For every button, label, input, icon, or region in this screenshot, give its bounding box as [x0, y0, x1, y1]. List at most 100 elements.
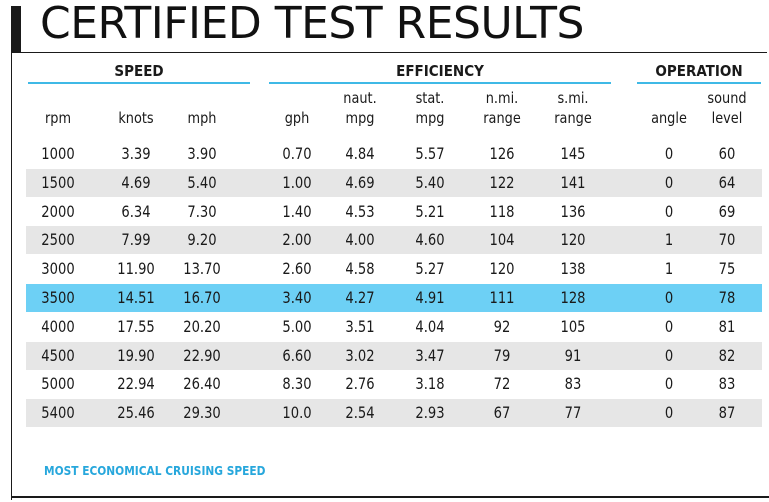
table-row: 3000 11.90 13.70 2.60 4.58 5.27 120 138 1 75	[26, 255, 762, 283]
table-cell: 4.69	[121, 172, 151, 192]
table-cell: 2.93	[415, 403, 445, 423]
table-row: 4500 19.90 22.90 6.60 3.02 3.47 79 91 0 82	[26, 341, 762, 370]
table-cell: 83	[564, 374, 582, 394]
column-header-line1: s.mi.	[557, 89, 589, 107]
table-cell: 5.40	[415, 172, 445, 192]
table-row-highlighted: 3500 14.51 16.70 3.40 4.27 4.91 111 128 0 78	[26, 284, 762, 312]
table-cell: 4.00	[345, 230, 375, 250]
table-cell: 4.69	[345, 172, 375, 192]
column-header: level	[711, 109, 743, 127]
table-cell: 122	[489, 172, 515, 192]
table-cell: 4.84	[345, 144, 375, 163]
table-cell: 118	[489, 201, 515, 221]
table-cell: 2.76	[345, 374, 375, 394]
table-cell: 111	[489, 288, 515, 307]
table-cell: 128	[560, 288, 586, 307]
table-cell: 7.30	[187, 201, 217, 221]
table-cell: 0	[664, 403, 674, 423]
table-cell: 4.58	[345, 259, 375, 279]
table-cell: 22.90	[183, 345, 221, 365]
table-cell: 126	[489, 144, 515, 163]
table-cell: 70	[718, 230, 736, 250]
table-row: 2000 6.34 7.30 1.40 4.53 5.21 118 136 0 69	[26, 198, 762, 226]
column-header-line1: naut.	[343, 89, 377, 107]
title-accent-bar	[11, 6, 21, 52]
table-cell: 0.70	[282, 144, 312, 163]
table-cell: 19.90	[117, 345, 155, 365]
column-header: mpg	[415, 109, 445, 127]
table-cell: 22.94	[117, 374, 155, 394]
column-header: mpg	[345, 109, 375, 127]
table-cell: 4.27	[345, 288, 375, 307]
table-cell: 79	[493, 345, 511, 365]
table-cell: 4000	[41, 316, 75, 336]
table-cell: 1.40	[282, 201, 312, 221]
table-cell: 3.90	[187, 144, 217, 163]
table-cell: 6.34	[121, 201, 151, 221]
table-cell: 77	[564, 403, 582, 423]
group-header-efficiency: EFFICIENCY	[269, 62, 611, 84]
page-title: CERTIFIED TEST RESULTS	[40, 0, 584, 49]
table-cell: 13.70	[183, 259, 221, 279]
column-header-line1: stat.	[415, 89, 445, 107]
group-header-operation: OPERATION	[637, 62, 761, 84]
table-row: 5000 22.94 26.40 8.30 2.76 3.18 72 83 0 83	[26, 370, 762, 398]
table-cell: 5400	[41, 403, 75, 423]
table-row: 5400 25.46 29.30 10.0 2.54 2.93 67 77 0 87	[26, 399, 762, 428]
table-cell: 4500	[41, 345, 75, 365]
table-cell: 75	[718, 259, 736, 279]
table-cell: 82	[718, 345, 736, 365]
table-cell: 1.00	[282, 172, 312, 192]
table-cell: 136	[560, 201, 586, 221]
table-cell: 64	[718, 172, 736, 192]
table-cell: 87	[718, 403, 736, 423]
table-cell: 0	[664, 172, 674, 192]
table-cell: 17.55	[117, 316, 155, 336]
table-cell: 3.47	[415, 345, 445, 365]
table-cell: 2500	[41, 230, 75, 250]
table-cell: 69	[718, 201, 736, 221]
table-cell: 4.60	[415, 230, 445, 250]
table-cell: 5.27	[415, 259, 445, 279]
table-cell: 20.20	[183, 316, 221, 336]
column-header: angle	[651, 109, 687, 127]
table-cell: 1	[664, 259, 674, 279]
table-cell: 145	[560, 144, 586, 163]
table-cell: 4.91	[415, 288, 445, 307]
table-cell: 3.39	[121, 144, 151, 163]
table-frame-bottom-rule	[11, 496, 769, 498]
table-cell: 92	[493, 316, 511, 336]
table-cell: 105	[560, 316, 586, 336]
column-header: range	[483, 109, 521, 127]
table-cell: 5.21	[415, 201, 445, 221]
table-frame	[11, 52, 767, 500]
table-cell: 0	[664, 374, 674, 394]
table-cell: 104	[489, 230, 515, 250]
table-cell: 0	[664, 144, 674, 163]
table-cell: 120	[560, 230, 586, 250]
table-cell: 3500	[41, 288, 75, 307]
table-cell: 14.51	[117, 288, 155, 307]
group-header-speed: SPEED	[28, 62, 250, 84]
table-cell: 16.70	[183, 288, 221, 307]
table-cell: 91	[564, 345, 582, 365]
table-cell: 83	[718, 374, 736, 394]
table-cell: 60	[718, 144, 736, 163]
table-row: 4000 17.55 20.20 5.00 3.51 4.04 92 105 0 81	[26, 313, 762, 341]
table-cell: 67	[493, 403, 511, 423]
table-cell: 5.40	[187, 172, 217, 192]
table-cell: 26.40	[183, 374, 221, 394]
table-row: 1000 3.39 3.90 0.70 4.84 5.57 126 145 0 60	[26, 140, 762, 168]
table-cell: 4.04	[415, 316, 445, 336]
table-cell: 3.40	[282, 288, 312, 307]
table-cell: 141	[560, 172, 586, 192]
table-cell: 1500	[41, 172, 75, 192]
column-header: range	[554, 109, 592, 127]
table-cell: 138	[560, 259, 586, 279]
table-cell: 3.51	[345, 316, 375, 336]
column-header-line1: sound	[707, 89, 747, 107]
table-cell: 29.30	[183, 403, 221, 423]
table-cell: 3.18	[415, 374, 445, 394]
table-cell: 4.53	[345, 201, 375, 221]
table-cell: 0	[664, 201, 674, 221]
